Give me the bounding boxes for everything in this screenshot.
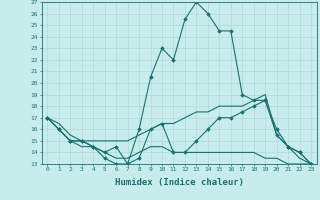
X-axis label: Humidex (Indice chaleur): Humidex (Indice chaleur) <box>115 178 244 187</box>
